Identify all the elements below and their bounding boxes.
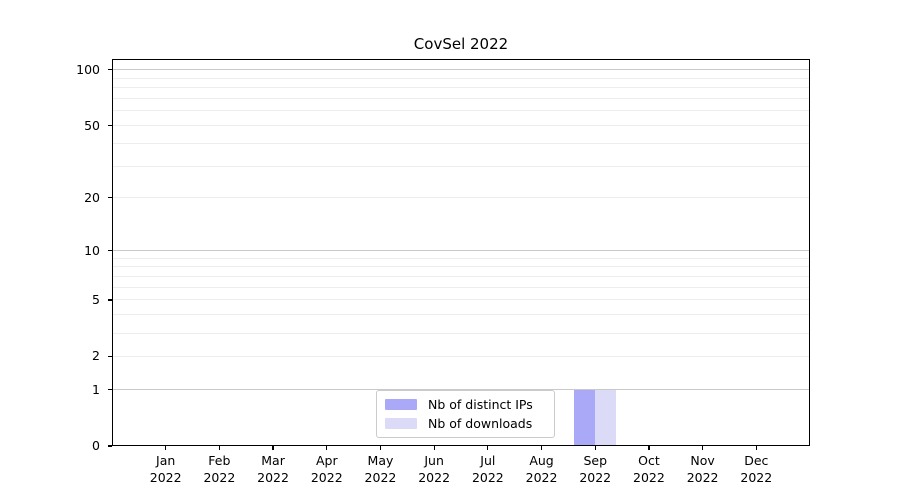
- chart-title: CovSel 2022: [413, 35, 509, 53]
- x-tick-mark: [702, 446, 704, 450]
- major-gridline: [112, 250, 810, 252]
- y-tick-label: 1: [92, 381, 100, 397]
- minor-gridline: [112, 257, 810, 259]
- minor-gridline: [112, 197, 810, 199]
- minor-gridline: [112, 314, 810, 316]
- minor-gridline: [112, 142, 810, 144]
- x-tick-label: Jan 2022: [149, 453, 182, 485]
- x-tick-mark: [272, 446, 274, 450]
- minor-gridline: [112, 299, 810, 301]
- y-tick-label: 5: [92, 291, 100, 307]
- legend-item: Nb of distinct IPs: [385, 397, 546, 412]
- x-tick-mark: [487, 446, 489, 450]
- x-tick-mark: [755, 446, 757, 450]
- y-tick-label: 0: [92, 438, 100, 453]
- y-tick-label: 50: [84, 117, 100, 133]
- legend-item: Nb of downloads: [385, 416, 546, 431]
- x-tick-label: Jul 2022: [471, 453, 504, 485]
- minor-gridline: [112, 165, 810, 167]
- minor-gridline: [112, 286, 810, 288]
- minor-gridline: [112, 110, 810, 112]
- y-tick-mark: [108, 249, 112, 252]
- bar-nb-of-downloads: [595, 389, 617, 446]
- minor-gridline: [112, 98, 810, 100]
- x-tick-label: May 2022: [364, 453, 397, 485]
- x-tick-label: Apr 2022: [310, 453, 343, 485]
- x-tick-mark: [165, 446, 167, 450]
- x-tick-label: Aug 2022: [525, 453, 558, 485]
- y-tick-label: 20: [84, 189, 100, 205]
- x-tick-label: Feb 2022: [203, 453, 236, 485]
- plot-area: [112, 59, 810, 446]
- legend: Nb of distinct IPs Nb of downloads: [376, 390, 555, 438]
- minor-gridline: [112, 332, 810, 334]
- x-tick-label: Nov 2022: [686, 453, 719, 485]
- x-tick-mark: [594, 446, 596, 450]
- x-tick-mark: [433, 446, 435, 450]
- minor-gridline: [112, 266, 810, 268]
- x-tick-label: Sep 2022: [579, 453, 612, 485]
- legend-swatch: [385, 399, 417, 410]
- x-tick-mark: [379, 446, 382, 450]
- x-tick-label: Oct 2022: [633, 453, 665, 485]
- legend-label: Nb of distinct IPs: [428, 397, 533, 412]
- x-tick-mark: [326, 446, 328, 450]
- y-tick-label: 2: [92, 348, 100, 364]
- y-tick-mark: [108, 445, 112, 447]
- major-gridline: [112, 69, 810, 71]
- x-tick-label: Jun 2022: [418, 453, 451, 485]
- legend-swatch: [385, 418, 417, 429]
- x-tick-label: Dec 2022: [740, 453, 773, 485]
- minor-gridline: [112, 125, 810, 127]
- minor-gridline: [112, 276, 810, 278]
- y-tick-mark: [108, 388, 112, 391]
- minor-gridline: [112, 355, 810, 357]
- minor-gridline: [112, 77, 810, 79]
- major-gridline: [112, 389, 810, 390]
- x-tick-mark: [540, 446, 543, 450]
- x-tick-mark: [648, 446, 650, 450]
- x-tick-mark: [218, 446, 220, 450]
- minor-gridline: [112, 87, 810, 89]
- y-tick-label: 10: [84, 242, 100, 258]
- y-tick-mark: [108, 197, 112, 199]
- legend-label: Nb of downloads: [428, 416, 533, 431]
- y-tick-mark: [108, 69, 112, 71]
- y-tick-mark: [108, 124, 112, 127]
- y-tick-mark: [108, 299, 112, 301]
- y-tick-label: 100: [76, 61, 100, 77]
- bar-nb-of-distinct-ips: [574, 389, 596, 446]
- x-tick-label: Mar 2022: [257, 453, 289, 485]
- y-tick-mark: [108, 355, 112, 358]
